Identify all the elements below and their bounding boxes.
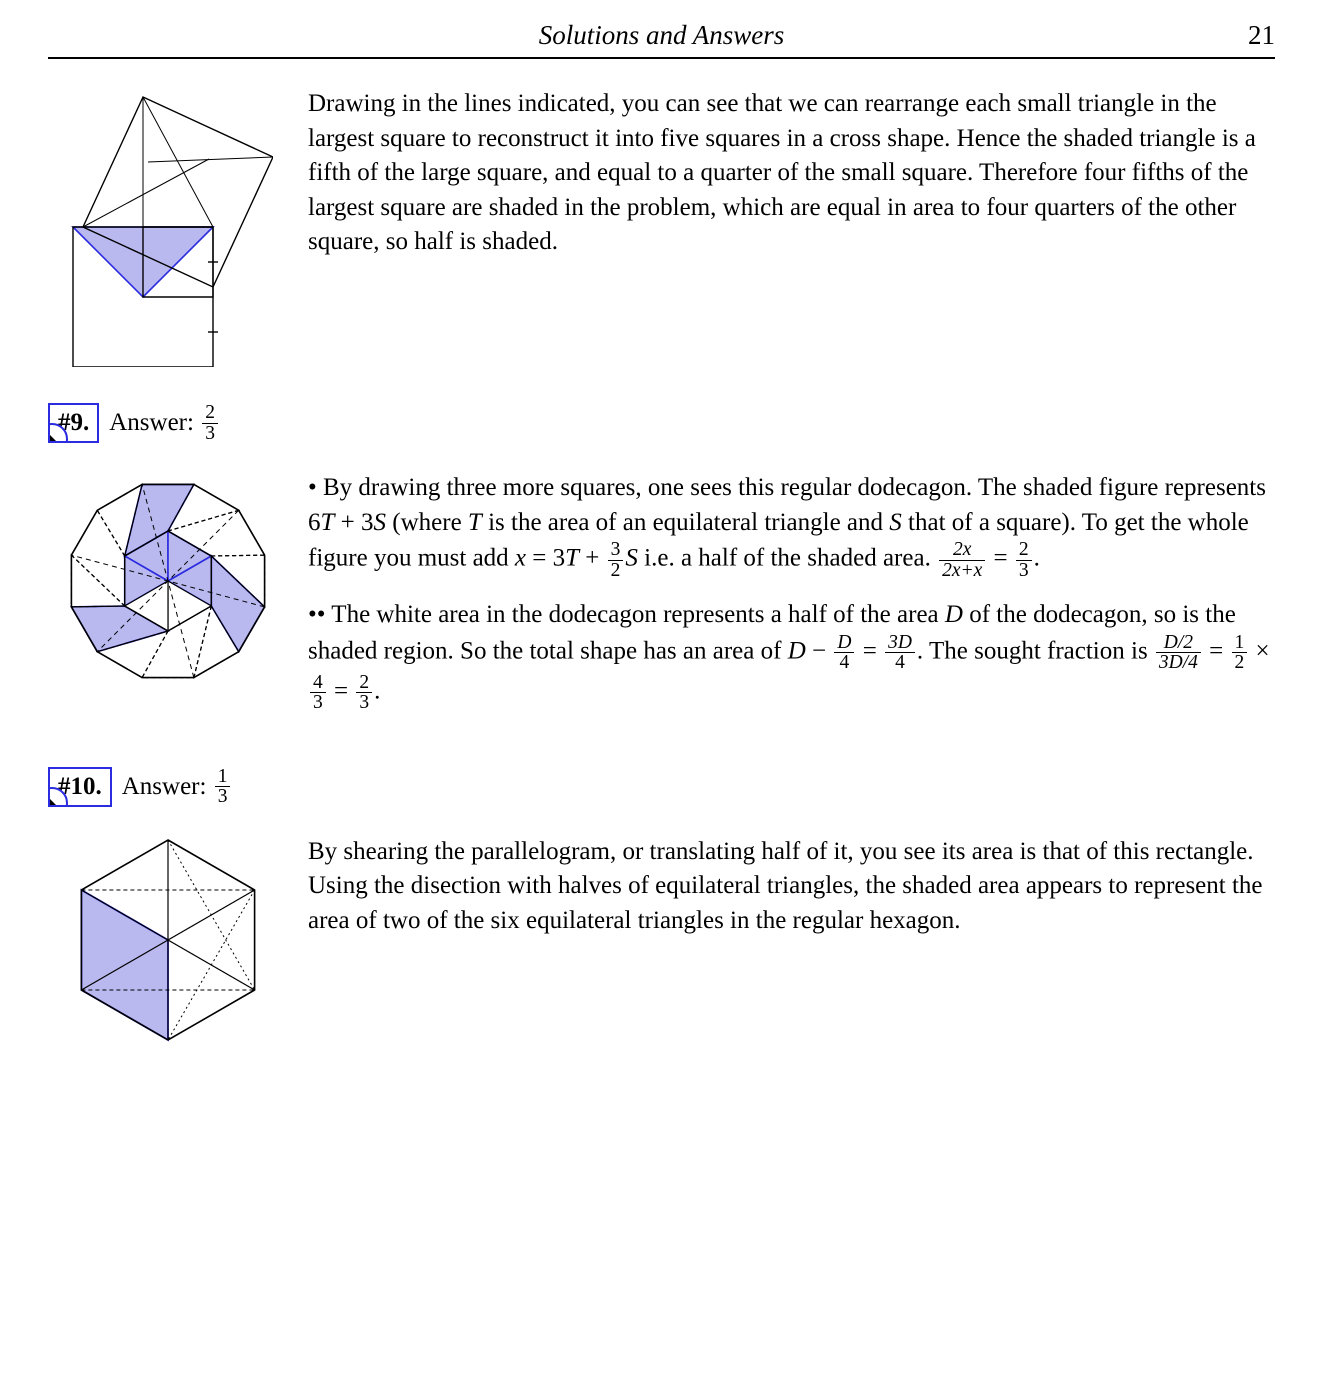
figure-2-container: [48, 471, 288, 691]
page-header: Solutions and Answers 21: [48, 20, 1275, 59]
problem-label-10: #10.: [48, 767, 112, 807]
figure-2: [58, 471, 278, 691]
page-number: 21: [1215, 20, 1275, 51]
header-title: Solutions and Answers: [108, 20, 1215, 51]
figure-3: [53, 835, 283, 1045]
p9-para-1: • By drawing three more squares, one see…: [308, 471, 1275, 580]
figure-3-container: [48, 835, 288, 1045]
solution-block-9: • By drawing three more squares, one see…: [48, 471, 1275, 731]
solution-text-intro: Drawing in the lines indicated, you can …: [288, 87, 1275, 260]
page: Solutions and Answers 21: [0, 0, 1323, 1085]
solution-text-10: By shearing the parallelogram, or transl…: [288, 835, 1275, 939]
figure-1-container: [48, 87, 288, 367]
answer-frac-9: 2 3: [202, 403, 218, 443]
answer-row-9: #9. Answer: 2 3: [48, 403, 1275, 443]
answer-prefix-9: Answer:: [109, 409, 194, 437]
problem-label-9: #9.: [48, 403, 99, 443]
answer-frac-10: 1 3: [215, 767, 231, 807]
answer-row-10: #10. Answer: 1 3: [48, 767, 1275, 807]
figure-1: [63, 87, 273, 367]
solution-block-intro: Drawing in the lines indicated, you can …: [48, 87, 1275, 367]
p9-para-2: •• The white area in the dodecagon repre…: [308, 598, 1275, 713]
solution-block-10: By shearing the parallelogram, or transl…: [48, 835, 1275, 1045]
answer-prefix-10: Answer:: [122, 773, 207, 801]
solution-text-9: • By drawing three more squares, one see…: [288, 471, 1275, 731]
